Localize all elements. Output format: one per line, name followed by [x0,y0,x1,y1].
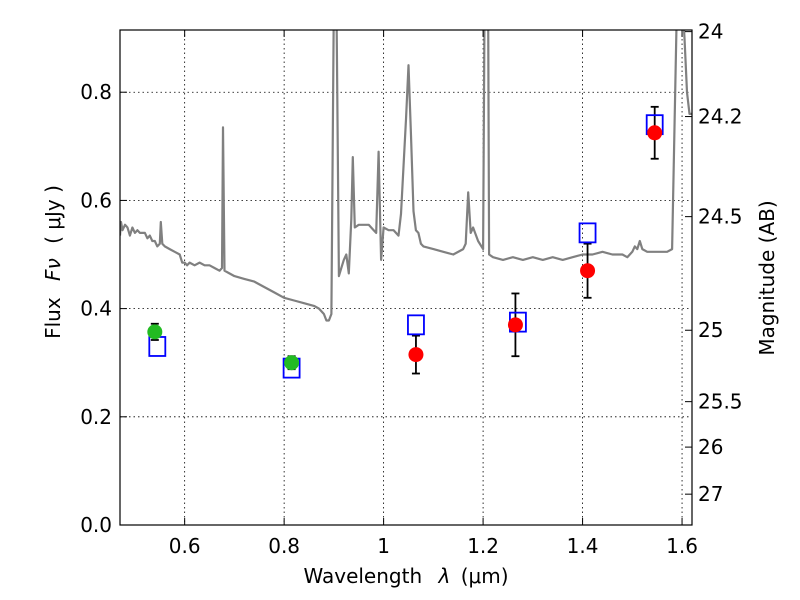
y-axis-title-unit: ( μJy ) [41,185,65,244]
y-tick-label: 0.6 [80,188,112,212]
y-axis-title: Flux Fν ( μJy ) [41,185,65,339]
y2-axis: 24 24.2 24.5 25 25.5 26 27 [685,20,743,506]
y-axis: 0.0 0.2 0.4 0.6 0.8 [80,80,127,537]
x-tick-label: 1 [377,534,390,558]
x-axis-title-text: Wavelength [303,564,422,588]
observed-photometry-point [580,263,596,279]
model-photometry-square [407,314,425,336]
model-photometry-square [578,222,597,244]
plot-frame [119,29,693,526]
y2-tick-label: 25.5 [698,390,743,414]
marker-layer [147,105,664,379]
y2-tick-label: 26 [698,435,723,459]
y-axis-title-text: Flux [41,297,65,339]
data-layer [120,30,692,322]
x-tick-label: 1.2 [467,534,499,558]
x-axis: 0.6 0.8 1 1.2 1.4 1.6 [169,30,698,558]
y-tick-label: 0.4 [80,297,112,321]
y-tick-label: 0.8 [80,80,112,104]
observed-photometry-point [284,355,300,371]
y2-axis-title: Magnitude (AB) [755,200,779,355]
x-axis-title-symbol: λ [438,564,451,588]
x-tick-label: 0.8 [268,534,300,558]
x-tick-label: 1.4 [567,534,599,558]
spectrum-line [120,30,692,322]
observed-photometry-point [147,324,163,340]
y-tick-label: 0.2 [80,405,112,429]
y2-tick-label: 27 [698,482,723,506]
x-axis-title-unit: (μm) [461,564,509,588]
observed-photometry-point [647,125,663,141]
y2-tick-label: 25 [698,318,723,342]
x-tick-label: 1.6 [666,534,698,558]
observed-photometry-point [408,347,424,363]
observed-photometry-point [507,317,523,333]
y-axis-title-symbol: Fν [41,258,65,281]
y-tick-label: 0.0 [80,513,112,537]
x-tick-label: 0.6 [169,534,201,558]
x-axis-title: Wavelength λ (μm) [303,564,508,588]
y2-tick-label: 24 [698,20,723,44]
y2-tick-label: 24.5 [698,205,743,229]
y2-tick-label: 24.2 [698,105,743,129]
